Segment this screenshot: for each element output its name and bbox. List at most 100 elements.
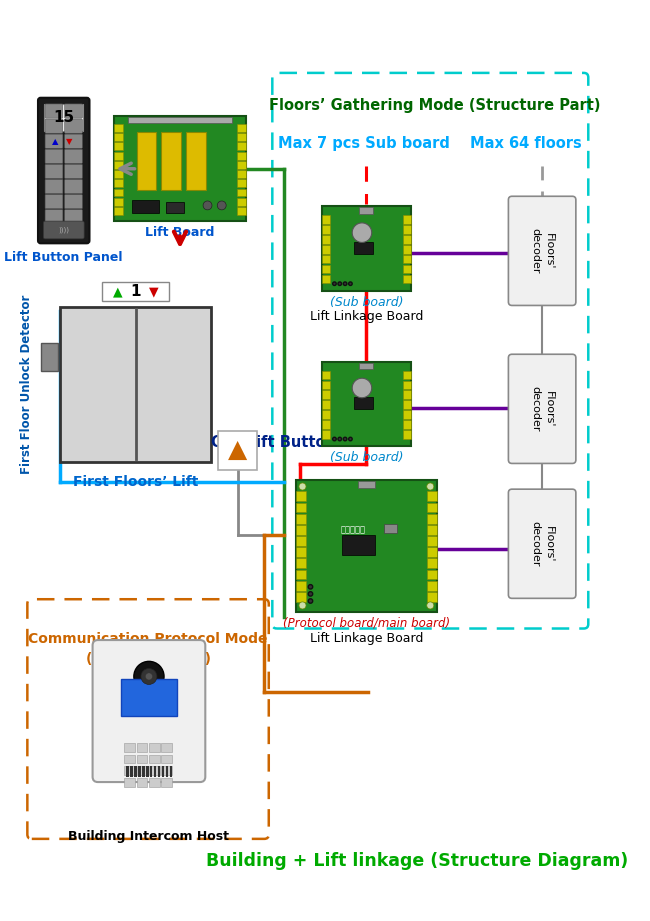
Bar (403, 371, 411, 379)
Bar (358, 481, 375, 488)
Bar (114, 124, 124, 132)
Bar (354, 397, 374, 409)
Bar (114, 189, 124, 196)
Bar (161, 743, 172, 752)
Bar (161, 766, 172, 775)
Bar (44, 104, 83, 131)
Circle shape (338, 282, 341, 286)
Bar (161, 777, 172, 787)
Bar (322, 430, 330, 438)
Bar (322, 391, 330, 399)
Bar (136, 766, 147, 775)
Text: (Sub board): (Sub board) (330, 296, 403, 309)
Bar (322, 420, 330, 428)
Bar (237, 207, 246, 215)
Bar (237, 170, 246, 178)
Text: ▼: ▼ (149, 286, 158, 298)
Bar (403, 391, 411, 399)
Bar (136, 777, 147, 787)
Bar (114, 170, 124, 178)
Bar (218, 431, 257, 470)
FancyBboxPatch shape (92, 640, 205, 782)
Circle shape (299, 602, 306, 609)
FancyBboxPatch shape (508, 196, 576, 306)
Circle shape (427, 602, 434, 609)
Bar (403, 410, 411, 419)
Bar (237, 152, 246, 159)
Bar (322, 235, 330, 244)
Bar (142, 766, 144, 776)
Text: Floors'
decoder: Floors' decoder (530, 228, 554, 274)
Bar (237, 143, 246, 150)
Text: First Floors’ Lift: First Floors’ Lift (73, 474, 198, 488)
Bar (114, 207, 124, 215)
Text: Lift Button Panel: Lift Button Panel (5, 251, 123, 264)
Circle shape (343, 282, 347, 286)
Bar (136, 132, 156, 190)
Bar (359, 363, 374, 369)
Circle shape (348, 437, 352, 441)
Bar (186, 132, 206, 190)
Bar (237, 124, 246, 132)
Bar (296, 480, 437, 612)
Bar (296, 536, 306, 546)
FancyBboxPatch shape (45, 210, 63, 224)
Bar (403, 430, 411, 438)
Bar (296, 592, 306, 601)
Bar (427, 536, 437, 546)
Bar (102, 282, 170, 301)
Bar (427, 558, 437, 568)
Bar (427, 503, 437, 512)
Bar (41, 343, 58, 371)
Text: Max 7 pcs Sub board: Max 7 pcs Sub board (278, 136, 450, 151)
Bar (359, 207, 374, 214)
Bar (296, 569, 306, 579)
Bar (149, 754, 160, 764)
Bar (403, 401, 411, 409)
Circle shape (333, 437, 336, 441)
Bar (322, 255, 330, 263)
FancyBboxPatch shape (45, 194, 63, 209)
Bar (114, 134, 124, 141)
Circle shape (338, 437, 341, 441)
Bar (427, 592, 437, 601)
Text: Communication Protocol Mode: Communication Protocol Mode (29, 632, 268, 646)
Bar (170, 766, 172, 776)
Bar (403, 420, 411, 428)
Bar (296, 514, 306, 524)
Bar (136, 743, 147, 752)
Bar (127, 117, 232, 123)
Bar (296, 525, 306, 535)
FancyBboxPatch shape (44, 221, 84, 239)
Bar (403, 216, 411, 224)
Circle shape (146, 673, 153, 680)
Bar (322, 264, 330, 274)
Bar (403, 245, 411, 253)
FancyBboxPatch shape (64, 194, 83, 209)
Text: Building + Lift linkage (Structure Diagram): Building + Lift linkage (Structure Diagr… (206, 852, 628, 870)
Bar (166, 766, 168, 776)
Bar (237, 189, 246, 196)
Circle shape (352, 223, 372, 242)
FancyBboxPatch shape (38, 98, 90, 243)
Bar (427, 547, 437, 557)
Text: (Sub board): (Sub board) (330, 451, 403, 464)
Circle shape (217, 201, 226, 210)
FancyBboxPatch shape (64, 164, 83, 179)
Bar (322, 245, 330, 253)
FancyBboxPatch shape (45, 164, 63, 179)
Circle shape (308, 599, 313, 603)
Bar (146, 766, 148, 776)
FancyBboxPatch shape (45, 119, 63, 134)
Bar (114, 143, 124, 150)
Circle shape (134, 661, 164, 692)
Bar (114, 161, 124, 169)
FancyBboxPatch shape (508, 355, 576, 463)
Bar (134, 766, 136, 776)
Bar (237, 180, 246, 187)
Bar (114, 198, 124, 205)
Bar (114, 180, 124, 187)
Bar (322, 206, 411, 291)
Circle shape (427, 483, 434, 490)
Circle shape (308, 585, 313, 589)
